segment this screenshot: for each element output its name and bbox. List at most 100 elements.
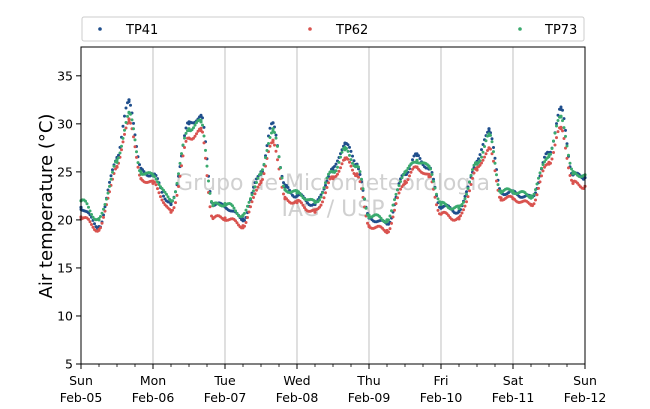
data-point [151, 181, 155, 185]
data-point [157, 191, 161, 195]
data-point [244, 221, 248, 224]
data-point [267, 142, 270, 145]
data-point [133, 138, 137, 142]
data-point [85, 202, 89, 206]
data-point [271, 138, 275, 142]
data-point [159, 195, 162, 199]
data-point [472, 163, 476, 167]
data-point [235, 221, 239, 225]
data-point [199, 129, 203, 133]
data-point [120, 148, 123, 152]
data-point [541, 169, 545, 173]
data-point [124, 121, 128, 124]
data-point [268, 126, 272, 130]
data-point [403, 179, 407, 184]
data-point [432, 179, 435, 183]
data-point [337, 169, 341, 173]
data-point [133, 145, 137, 149]
data-point [127, 110, 131, 114]
data-point [409, 170, 413, 174]
data-point [157, 183, 161, 186]
data-point [343, 157, 347, 161]
data-point [346, 149, 350, 153]
data-point [364, 206, 368, 210]
data-point [582, 187, 585, 190]
data-point [457, 206, 461, 210]
data-point [547, 153, 551, 157]
data-point [111, 170, 114, 174]
data-point [319, 203, 323, 207]
data-point [471, 176, 474, 180]
data-point [115, 158, 119, 162]
data-point [117, 156, 120, 160]
data-point [223, 216, 227, 220]
data-point [564, 146, 567, 150]
data-point [318, 205, 321, 209]
data-point [193, 123, 197, 127]
data-point [408, 174, 411, 178]
data-point [160, 198, 164, 202]
x-tick-label-date: Feb-12 [564, 390, 607, 405]
data-point [250, 193, 254, 197]
data-point [282, 181, 285, 185]
data-point [397, 184, 401, 187]
data-point [565, 144, 569, 148]
data-point [282, 192, 285, 196]
data-point [90, 223, 93, 226]
data-point [328, 177, 332, 181]
data-point [390, 221, 393, 225]
legend-marker [308, 27, 312, 31]
data-point [276, 144, 279, 148]
data-point [139, 177, 143, 181]
data-point [324, 191, 327, 195]
data-point [547, 160, 551, 164]
data-point [175, 193, 179, 197]
data-point [108, 180, 111, 184]
data-point [123, 114, 126, 118]
data-point [97, 227, 101, 232]
data-point [282, 184, 285, 188]
y-tick-label: 35 [57, 68, 73, 83]
data-point [556, 119, 560, 122]
data-point [463, 197, 467, 201]
data-point [393, 198, 396, 202]
data-point [390, 209, 393, 213]
x-tick-label-date: Feb-05 [60, 390, 103, 405]
data-point [366, 221, 369, 225]
data-point [154, 183, 158, 187]
data-point [348, 160, 351, 164]
data-point [111, 168, 114, 172]
data-point [181, 143, 185, 147]
data-point [555, 124, 558, 128]
data-point [115, 160, 119, 164]
data-point [265, 149, 269, 152]
x-tick-label-day: Thu [356, 373, 380, 388]
data-point [325, 176, 329, 180]
data-point [358, 170, 362, 174]
data-point [154, 177, 158, 181]
data-point [231, 204, 234, 208]
data-point [394, 192, 398, 196]
data-point [568, 174, 572, 177]
data-point [274, 149, 278, 153]
data-point [204, 148, 207, 152]
legend-marker [518, 27, 522, 31]
data-point [463, 204, 467, 208]
legend-label: TP62 [335, 23, 368, 38]
data-point [132, 121, 135, 125]
data-point [156, 180, 159, 184]
x-tick-label-date: Feb-06 [132, 390, 175, 405]
data-point [481, 150, 485, 154]
data-point [180, 164, 183, 168]
data-point [208, 191, 212, 195]
data-point [261, 168, 264, 172]
data-point [570, 167, 573, 171]
data-point [274, 136, 278, 140]
data-point [481, 158, 485, 162]
data-point [253, 192, 257, 196]
data-point [97, 218, 101, 222]
data-point [295, 194, 299, 198]
data-point [177, 172, 180, 176]
data-point [334, 169, 338, 173]
data-point [403, 170, 407, 174]
